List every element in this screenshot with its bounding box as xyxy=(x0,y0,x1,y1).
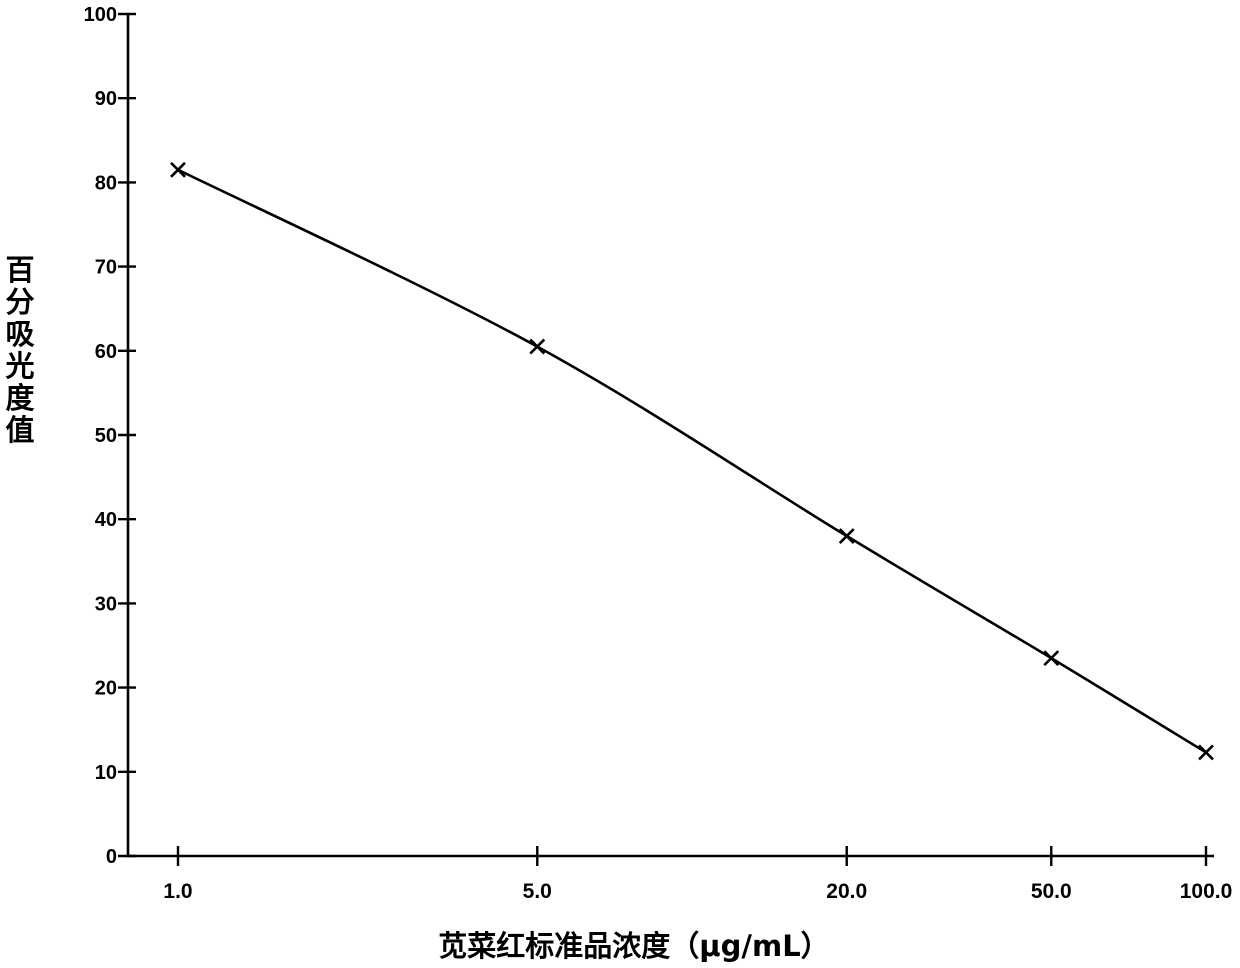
data-point xyxy=(1199,745,1213,759)
y-tick-label: 80 xyxy=(95,172,117,194)
data-point xyxy=(840,529,854,543)
series-markers xyxy=(171,163,1213,760)
y-tick-label: 40 xyxy=(95,509,117,531)
y-tick-label: 60 xyxy=(95,341,117,363)
x-tick-label: 5.0 xyxy=(523,880,552,903)
x-tick-label: 100.0 xyxy=(1180,880,1233,903)
y-tick-label: 0 xyxy=(106,846,117,868)
y-tick-label: 10 xyxy=(95,762,117,784)
x-axis-label: 苋菜红标准品浓度（μg/mL） xyxy=(438,929,829,963)
y-tick-label: 100 xyxy=(84,4,117,26)
y-tick-label: 30 xyxy=(95,593,117,615)
y-tick-label: 70 xyxy=(95,257,117,279)
data-point xyxy=(171,163,185,177)
x-tick-label: 50.0 xyxy=(1031,880,1072,903)
data-point xyxy=(1044,651,1058,665)
y-tick-label: 90 xyxy=(95,88,117,110)
y-tick-label: 50 xyxy=(95,425,117,447)
x-tick-label: 1.0 xyxy=(163,880,192,903)
series-line xyxy=(178,170,1206,753)
x-ticks: 1.0 5.0 20.0 50.0 100.0 xyxy=(163,846,1232,903)
x-tick-label: 20.0 xyxy=(826,880,867,903)
y-axis-label: 百分吸光度值 xyxy=(5,253,34,447)
axes xyxy=(127,14,1214,857)
y-tick-label: 20 xyxy=(95,678,117,700)
data-point xyxy=(530,340,544,354)
